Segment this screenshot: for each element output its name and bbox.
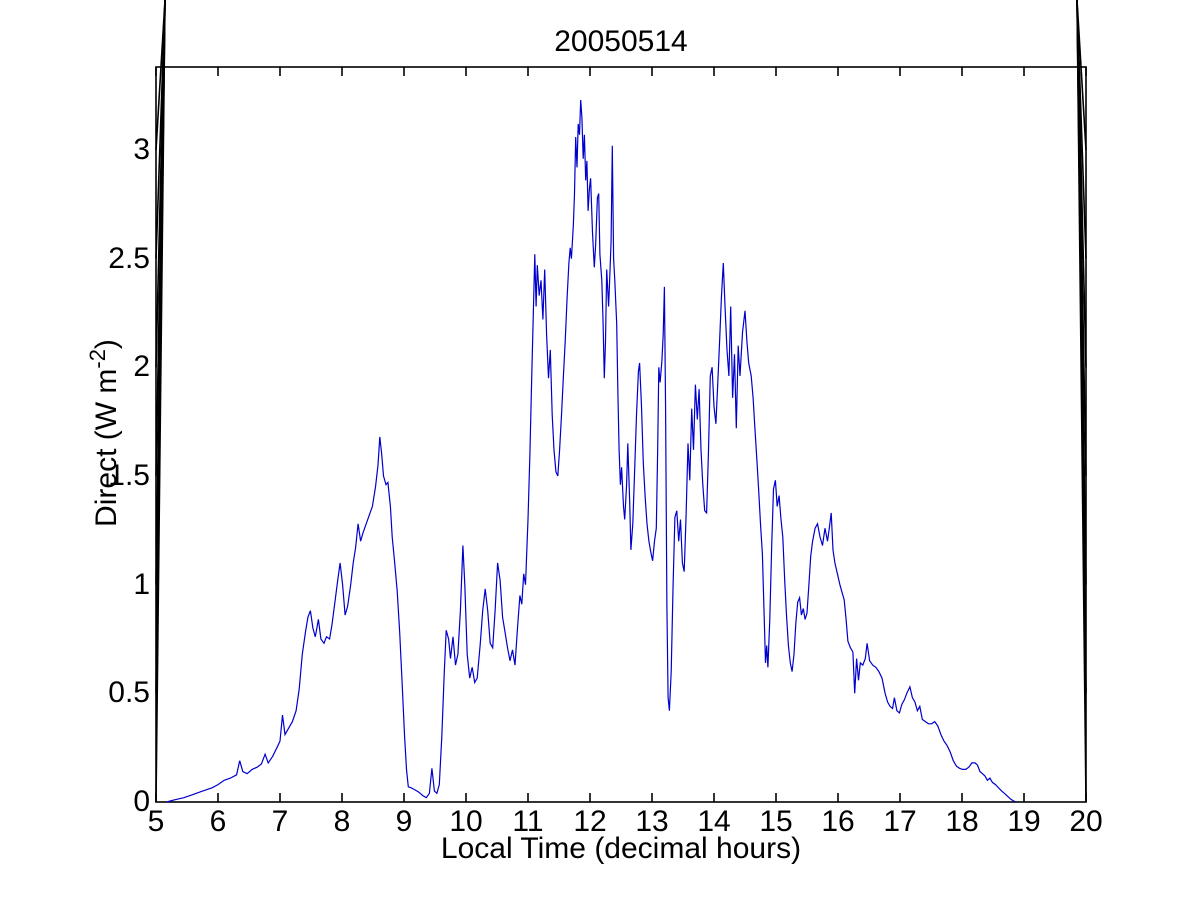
x-tick-label: 6 xyxy=(209,805,227,838)
x-tick-label: 9 xyxy=(395,805,413,838)
x-tick-label: 16 xyxy=(821,805,855,838)
y-axis-label: Direct (W m-2) xyxy=(82,313,123,553)
x-tick-label: 14 xyxy=(697,805,731,838)
y-tick-label: 2.5 xyxy=(108,241,150,275)
x-axis-label: Local Time (decimal hours) xyxy=(440,832,802,865)
x-tick-label: 20 xyxy=(1069,805,1103,838)
y-tick-label: 0.5 xyxy=(108,676,150,710)
x-tick-label: 7 xyxy=(271,805,289,838)
undefined xyxy=(1076,0,1087,259)
x-tick-label: 10 xyxy=(449,805,483,838)
undefined xyxy=(155,0,166,151)
y-axis-label-close: ) xyxy=(90,339,123,350)
y-tick-label: 1 xyxy=(133,567,150,601)
y-tick-label: 3 xyxy=(133,132,150,166)
x-tick-label: 18 xyxy=(945,805,979,838)
x-tick-label: 11 xyxy=(512,805,544,838)
x-tick-label: 13 xyxy=(635,805,669,838)
x-tick-label: 5 xyxy=(147,805,165,838)
x-tick-label: 17 xyxy=(883,805,917,838)
y-tick-label: 0 xyxy=(133,785,150,818)
y-axis-label-main: Direct (W m xyxy=(90,368,123,527)
x-tick-label: 15 xyxy=(759,805,793,838)
x-tick-label: 12 xyxy=(573,805,607,838)
axes-box xyxy=(155,66,1087,803)
x-tick-label: 19 xyxy=(1007,805,1041,838)
y-tick-label: 1.5 xyxy=(108,458,150,492)
undefined xyxy=(155,0,166,259)
chart-title: 20050514 xyxy=(554,25,688,58)
y-tick-label: 2 xyxy=(133,350,150,384)
data-line xyxy=(166,99,1017,803)
undefined xyxy=(1076,0,1087,151)
x-tick-label: 8 xyxy=(333,805,351,838)
